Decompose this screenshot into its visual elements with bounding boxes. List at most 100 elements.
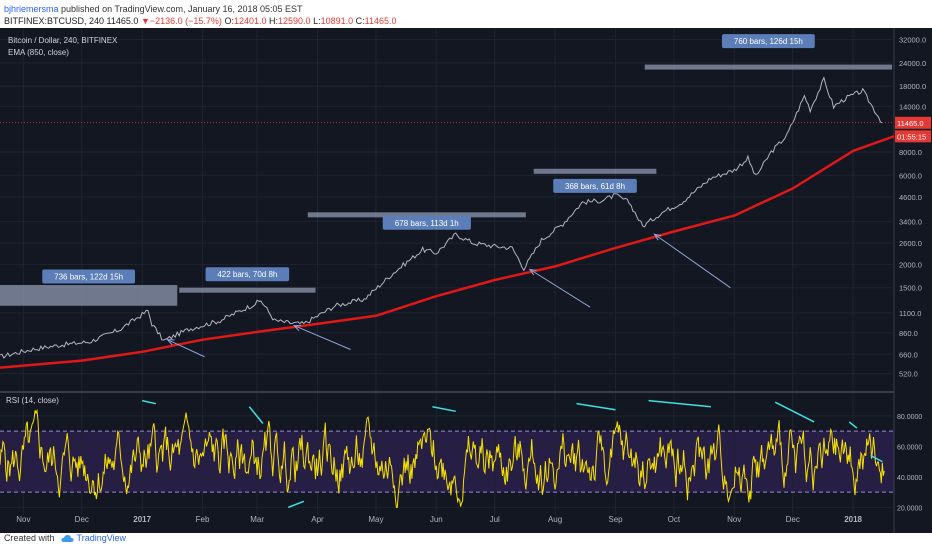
tradingview-link[interactable]: TradingView (60, 533, 127, 543)
down-triangle-icon: ▼ (140, 16, 150, 26)
symbol-label: BITFINEX:BTCUSD, 240 (4, 16, 105, 26)
y-tick-label: 2000.0 (899, 260, 922, 269)
range-label: 736 bars, 122d 15h (54, 273, 123, 282)
author-link[interactable]: bjhriemersma (4, 4, 59, 14)
countdown-box (895, 130, 931, 143)
ohlc-line: BITFINEX:BTCUSD, 240 11465.0 ▼−2136.0 (−… (4, 16, 397, 26)
x-tick-label: Jun (430, 515, 443, 524)
price-series-line (0, 76, 883, 359)
arrow-line (167, 339, 205, 358)
range-label: 678 bars, 113d 1h (395, 219, 459, 228)
arrow-head-icon (528, 268, 537, 276)
divergence-line (576, 402, 616, 411)
x-tick-label: Aug (548, 515, 562, 524)
created-with-text: Created with (4, 533, 55, 543)
range-box (644, 64, 893, 70)
divergence-line (774, 401, 815, 423)
ema-indicator-label: EMA (850, close) (8, 48, 69, 57)
x-tick-label: 2018 (844, 515, 862, 524)
tradingview-brand: TradingView (76, 533, 127, 543)
range-label-box (382, 215, 471, 230)
time-axis-background (0, 515, 894, 533)
low-label: L: (313, 16, 321, 26)
published-text: published on TradingView.com, January 16… (61, 4, 303, 14)
open-label: O: (224, 16, 234, 26)
x-tick-label: Oct (668, 515, 681, 524)
x-tick-label: 2017 (133, 515, 151, 524)
last-price: 11465.0 (106, 16, 139, 26)
divergence-line (870, 454, 883, 463)
y-tick-label: 6000.0 (899, 171, 922, 180)
rsi-tick-label: 20.0000 (897, 505, 922, 512)
arrow-head-icon (653, 233, 662, 241)
cloud-icon (60, 534, 74, 542)
divergence-line (648, 399, 711, 408)
arrow-head-icon (166, 339, 175, 346)
range-box (533, 168, 657, 174)
high-value: 12590.0 (278, 16, 311, 26)
range-label: 422 bars, 70d 8h (217, 270, 277, 279)
range-label-box (721, 34, 815, 49)
rsi-line (0, 408, 885, 508)
y-tick-label: 4600.0 (899, 193, 922, 202)
range-box (179, 287, 316, 293)
y-tick-label: 1100.0 (899, 309, 921, 318)
x-tick-label: Jul (490, 515, 500, 524)
range-label-box (42, 269, 136, 284)
x-tick-label: Sep (608, 515, 623, 524)
y-tick-label: 24000.0 (899, 59, 926, 68)
range-box (307, 212, 526, 218)
x-tick-label: May (368, 515, 383, 524)
price-label: 11465.0 (897, 119, 924, 128)
rsi-indicator-label: RSI (14, close) (6, 396, 59, 405)
countdown-label: 01:55:15 (897, 132, 926, 141)
divergence-line (287, 500, 305, 509)
price-label-box (895, 116, 931, 129)
divergence-line (142, 399, 156, 405)
x-tick-label: Feb (196, 515, 210, 524)
high-label: H: (269, 16, 279, 26)
change-value: −2136.0 (−15.7%) (149, 16, 222, 26)
open-value: 12401.0 (233, 16, 267, 26)
rsi-tick-label: 80.0000 (897, 414, 922, 421)
y-tick-label: 1500.0 (899, 284, 922, 293)
price-axis-background (894, 28, 932, 533)
x-tick-label: Mar (250, 515, 264, 524)
range-label-box (205, 267, 290, 282)
x-tick-label: Nov (16, 515, 30, 524)
arrow-line (293, 325, 351, 350)
divergence-line (848, 421, 858, 429)
x-tick-label: Dec (786, 515, 800, 524)
arrow-head-icon (292, 325, 302, 331)
rsi-tick-label: 60.0000 (897, 444, 922, 451)
price-pane (0, 28, 894, 391)
y-tick-label: 18000.0 (899, 82, 926, 91)
divergence-line (248, 406, 264, 424)
range-label-box (553, 178, 637, 193)
x-tick-label: Nov (727, 515, 741, 524)
x-tick-label: Dec (75, 515, 89, 524)
close-label: C: (355, 16, 365, 26)
low-value: 10891.0 (320, 16, 354, 26)
divergence-line (432, 405, 456, 413)
x-tick-label: Apr (311, 515, 324, 524)
footer: Created with TradingView (4, 533, 126, 543)
ema-line (0, 135, 895, 369)
y-tick-label: 520.0 (899, 370, 918, 379)
chart-canvas[interactable]: Nov Dec 2017 Feb Mar Apr May Jun Jul Aug Sep Oct Nov… (0, 28, 932, 533)
y-tick-label: 3400.0 (899, 217, 922, 226)
arrow-line (529, 268, 591, 308)
y-tick-label: 860.0 (899, 329, 918, 338)
chart-title: Bitcoin / Dollar, 240, BITFINEX (8, 36, 118, 45)
y-tick-label: 2600.0 (899, 239, 922, 248)
close-value: 11465.0 (364, 16, 397, 26)
publish-line: bjhriemersma published on TradingView.co… (4, 4, 303, 14)
y-tick-label: 32000.0 (899, 36, 926, 45)
y-tick-label: 660.0 (899, 350, 918, 359)
rsi-tick-label: 40.0000 (897, 475, 922, 482)
range-box (0, 285, 178, 306)
range-label: 368 bars, 61d 8h (565, 182, 625, 191)
y-tick-label: 14000.0 (899, 103, 926, 112)
range-label: 760 bars, 126d 15h (734, 37, 803, 46)
y-tick-label: 8000.0 (899, 148, 922, 157)
